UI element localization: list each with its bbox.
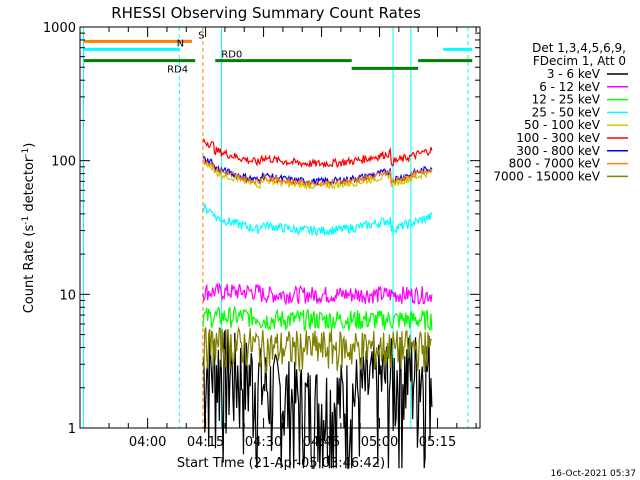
data-series xyxy=(202,137,433,469)
axes: 1 10 100 1000 04:00 04:15 04:30 04:45 05:00 05:15 xyxy=(43,21,481,450)
state-bar-label-3: RD0 xyxy=(221,50,242,61)
legend-label-4: 50 - 100 keV xyxy=(524,118,601,132)
legend-label-0: 3 - 6 keV xyxy=(547,67,601,81)
x-tick-label-5: 05:15 xyxy=(419,435,456,450)
y-axis-label: Count Rate (s-1 detector-1) xyxy=(21,143,37,314)
chart-title: RHESSI Observing Summary Count Rates xyxy=(111,4,421,22)
x-tick-label-1: 04:15 xyxy=(187,435,224,450)
state-bar-label-4: RD4 xyxy=(167,65,188,76)
x-tick-label-0: 04:00 xyxy=(129,435,166,450)
footer-date: 16-Oct-2021 05:37 xyxy=(551,469,636,479)
x-axis-label: Start Time (21-Apr-05 03:46:42) xyxy=(177,456,385,471)
x-tick-label-2: 04:30 xyxy=(245,435,282,450)
legend-label-2: 12 - 25 keV xyxy=(532,93,601,107)
legend: Det 1,3,4,5,6,9, FDecim 1, Att 0 3 - 6 k… xyxy=(493,41,628,183)
legend-label-3: 25 - 50 keV xyxy=(532,105,601,119)
y-tick-label-0: 1 xyxy=(68,422,76,437)
series-line-0 xyxy=(202,328,433,469)
legend-label-5: 100 - 300 keV xyxy=(516,131,600,145)
state-bar-label-0: S xyxy=(198,30,204,41)
series-line-1 xyxy=(202,281,433,306)
legend-label-8: 7000 - 15000 keV xyxy=(493,169,600,183)
series-line-5 xyxy=(202,137,433,169)
series-line-3 xyxy=(202,202,433,237)
state-bars: S N RD0 RD4 xyxy=(83,30,473,76)
legend-header-1: Det 1,3,4,5,6,9, xyxy=(532,41,626,55)
legend-label-6: 300 - 800 keV xyxy=(516,144,600,158)
x-tick-label-4: 05:00 xyxy=(361,435,398,450)
y-tick-label-3: 1000 xyxy=(43,21,76,36)
legend-label-7: 800 - 7000 keV xyxy=(509,157,601,171)
series-line-7 xyxy=(202,157,433,188)
series-line-2 xyxy=(202,305,433,331)
legend-header-2: FDecim 1, Att 0 xyxy=(533,54,626,68)
state-bar-label-1: N xyxy=(177,38,184,49)
x-tick-label-3: 04:45 xyxy=(303,435,340,450)
y-tick-label-2: 100 xyxy=(51,155,76,170)
legend-label-1: 6 - 12 keV xyxy=(539,80,601,94)
y-tick-label-1: 10 xyxy=(59,288,76,303)
plot-frame xyxy=(79,26,481,429)
series-line-8 xyxy=(202,326,433,374)
